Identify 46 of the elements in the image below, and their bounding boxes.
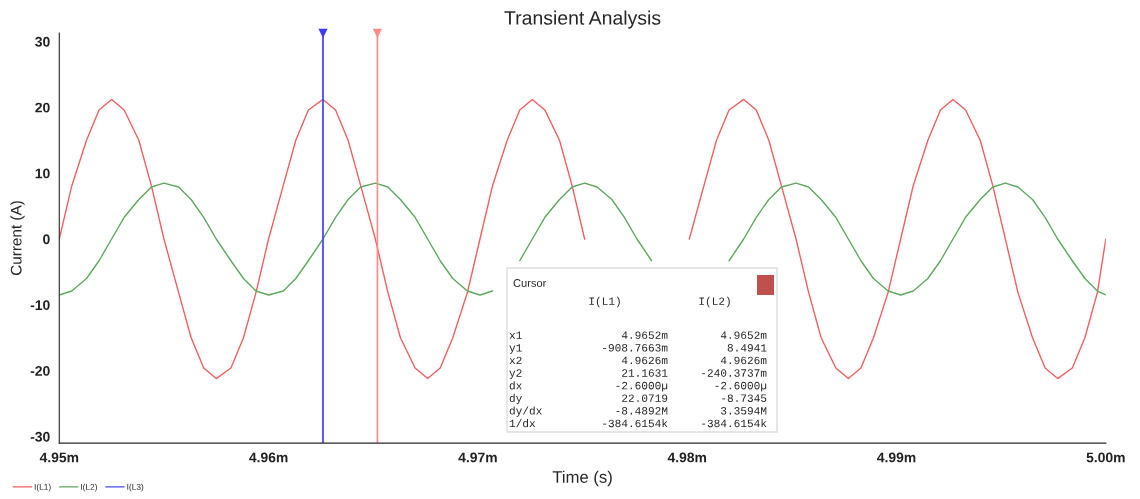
annotation: 22.0719 — [622, 394, 668, 402]
annotation: x1 — [509, 331, 522, 339]
x-tick-label: 4.97m — [458, 452, 497, 463]
x-tick-label: 4.99m — [877, 452, 916, 463]
annotation: -240.3737m — [702, 369, 767, 377]
x-tick-label: 4.96m — [249, 452, 288, 463]
y-axis-title: Current (A) — [10, 201, 25, 276]
annotation: 4.9626m — [720, 356, 767, 365]
annotation: -2.6000µ — [715, 381, 767, 392]
annotation: I(L2) — [699, 296, 730, 308]
annotation: 4.9652m — [720, 331, 767, 339]
annotation: -8.4892M — [616, 407, 668, 415]
annotation: 1/dx — [509, 419, 536, 428]
y-tick-label: 10 — [35, 168, 50, 179]
y-tick-label: 20 — [35, 102, 50, 113]
x-tick-label: 4.98m — [667, 452, 707, 463]
x-tick-label: 5.00m — [1086, 452, 1125, 463]
annotation: y2 — [509, 369, 522, 379]
annotation: -384.6154k — [702, 419, 767, 428]
y-tick-label: 0 — [43, 234, 50, 245]
annotation: I(L1) — [589, 296, 620, 308]
annotation: dx — [509, 381, 522, 390]
y-tick-label: -20 — [30, 366, 50, 376]
annotation: 21.1631 — [622, 369, 668, 377]
legend-label: I(L1) — [34, 483, 51, 492]
x-axis-title: Time (s) — [552, 470, 612, 487]
legend-label: I(L3) — [127, 483, 144, 492]
annotation: -908.7663m — [603, 344, 668, 352]
y-tick-label: -10 — [30, 300, 50, 311]
legend-label: I(L2) — [81, 483, 97, 492]
annotation: x2 — [509, 356, 522, 365]
annotation: y1 — [509, 344, 522, 354]
annotation: 3.3594M — [721, 407, 767, 415]
annotation: -2.6000µ — [616, 381, 668, 392]
annotation: dy — [509, 393, 522, 405]
annotation: dy/dx — [509, 406, 542, 417]
annotation: 4.9626m — [621, 356, 668, 365]
y-tick-label: -30 — [30, 431, 50, 442]
x-tick-label: 4.95m — [39, 452, 79, 463]
annotation: Cursor — [513, 279, 547, 287]
chart-title: Transient Analysis — [504, 10, 661, 29]
y-tick-label: 30 — [35, 36, 50, 47]
annotation: -384.6154k — [603, 419, 668, 428]
annotation: 4.9652m — [621, 331, 668, 339]
annotation: 8.4941 — [727, 344, 767, 352]
annotation: -8.7345 — [722, 394, 767, 402]
